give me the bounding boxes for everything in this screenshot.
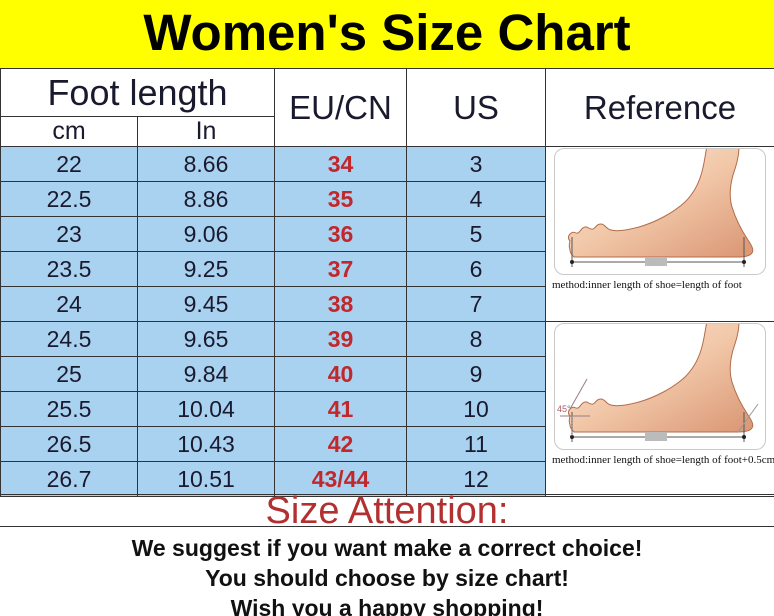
svg-text:45°: 45° [557,404,571,414]
